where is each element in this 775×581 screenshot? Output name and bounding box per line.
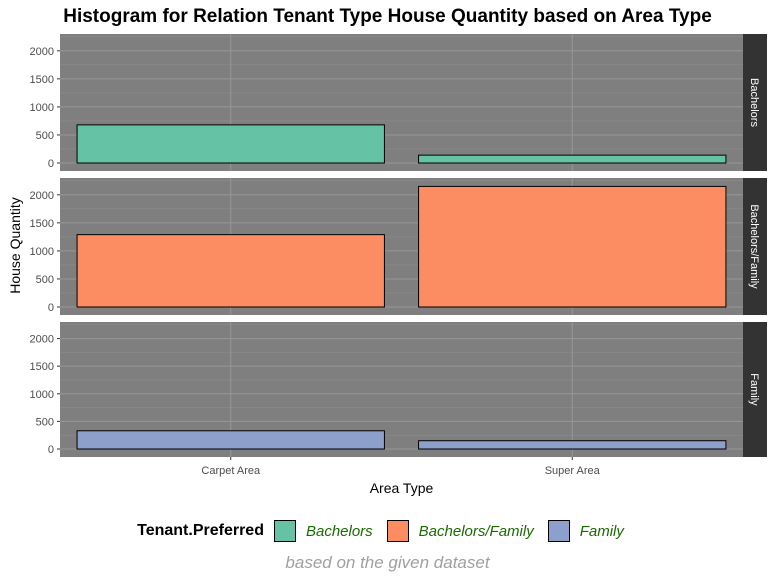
legend-item-bachelors: Bachelors <box>273 520 373 542</box>
y-tick-label: 1500 <box>30 361 54 373</box>
y-tick-label: 0 <box>48 444 54 456</box>
x-tick-label: Super Area <box>545 465 601 477</box>
y-axis-title: House Quantity <box>7 197 23 294</box>
legend-label-family: Family <box>579 522 624 540</box>
y-tick-label: 2000 <box>30 46 54 58</box>
y-tick-label: 500 <box>36 274 54 286</box>
y-tick-label: 2000 <box>30 190 54 202</box>
bar-bachelors-family-1 <box>418 185 727 308</box>
y-tick-label: 1500 <box>30 74 54 86</box>
facet-strip-label: Bachelors <box>748 78 760 127</box>
legend-title: Tenant.Preferred <box>137 522 264 539</box>
facet-strip-2 <box>743 322 767 457</box>
y-tick-label: 1500 <box>30 218 54 230</box>
bar-bachelors-0 <box>76 124 385 164</box>
facet-strip-0 <box>743 34 767 171</box>
facet-strip-label: Bachelors/Family <box>748 204 760 289</box>
y-tick-label: 1000 <box>30 389 54 401</box>
y-tick-label: 500 <box>36 130 54 142</box>
y-tick-label: 2000 <box>30 334 54 346</box>
y-tick-label: 1000 <box>30 246 54 258</box>
bar-bachelors-family-0 <box>76 234 385 308</box>
facet-strip-1 <box>743 178 767 315</box>
legend-item-bachelors-family: Bachelors/Family <box>386 520 534 542</box>
y-tick-label: 1000 <box>30 102 54 114</box>
legend-item-family: Family <box>547 520 624 542</box>
bar-family-0 <box>76 430 385 450</box>
bar-family-1 <box>418 440 727 450</box>
legend-swatch-bachelors <box>273 520 296 542</box>
legend: Tenant.Preferred Bachelors Bachelors/Fam… <box>0 515 775 547</box>
legend-swatch-bachelors-family <box>386 520 409 542</box>
x-tick-label: Carpet Area <box>201 465 261 477</box>
bar-bachelors-1 <box>418 154 727 164</box>
y-tick-label: 0 <box>48 158 54 170</box>
chart-title: Histogram for Relation Tenant Type House… <box>63 6 712 27</box>
legend-label-bachelors-family: Bachelors/Family <box>418 522 534 540</box>
y-tick-label: 500 <box>36 416 54 428</box>
x-axis-title: Area Type <box>370 480 434 496</box>
chart-caption: based on the given dataset <box>285 553 490 572</box>
legend-swatch-family <box>547 520 570 542</box>
facet-strip-label: Family <box>748 373 760 406</box>
legend-label-bachelors: Bachelors <box>305 522 373 540</box>
y-tick-label: 0 <box>48 302 54 314</box>
